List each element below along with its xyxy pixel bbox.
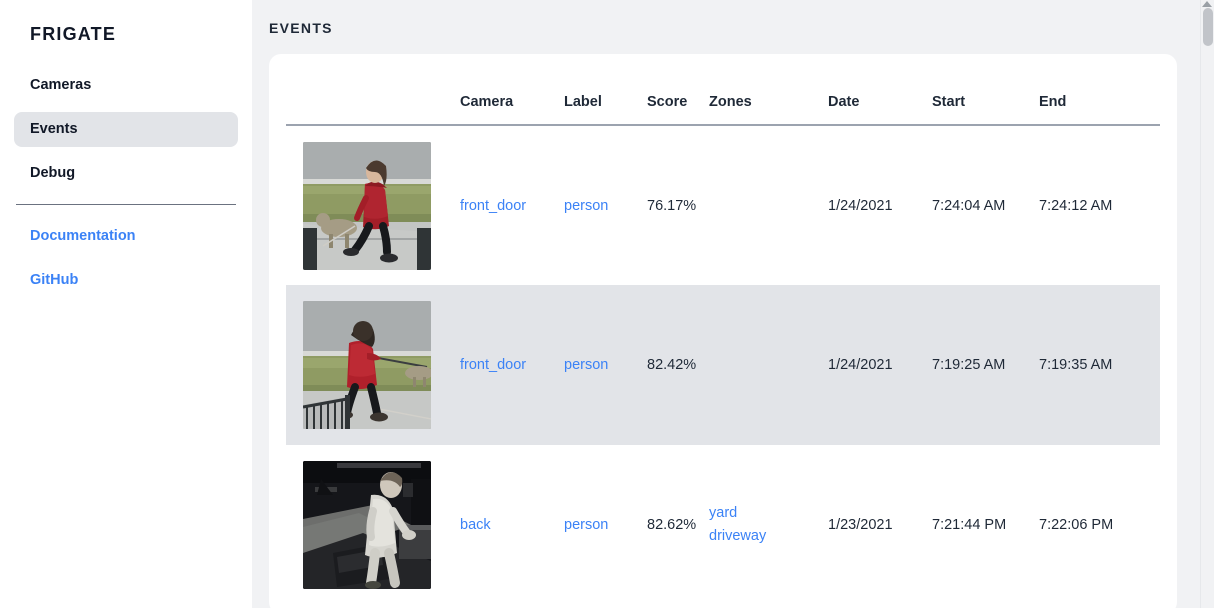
sidebar-link-documentation[interactable]: Documentation [30, 228, 136, 244]
sidebar-nav: Cameras Events Debug Documentation GitHu… [14, 68, 238, 295]
event-zones-cell: yard driveway [709, 445, 828, 605]
events-table-body: front_door person 76.17% 1/24/2021 7:24:… [286, 125, 1160, 605]
event-score-value: 82.62% [647, 517, 697, 533]
event-label-link[interactable]: person [564, 357, 609, 373]
events-card: Camera Label Score Zones Date Start End [269, 54, 1177, 608]
page-title: EVENTS [269, 20, 333, 36]
app-brand-title: FRIGATE [30, 24, 117, 44]
event-camera-cell[interactable]: front_door [460, 285, 564, 445]
column-header-label[interactable]: Label [564, 54, 647, 126]
event-thumbnail-nightvision-person[interactable] [303, 461, 431, 589]
sidebar-divider [16, 204, 236, 205]
main-content: EVENTS Camera Label Score Zones Date Sta… [252, 0, 1214, 608]
event-score-value: 76.17% [647, 197, 697, 214]
table-row[interactable]: back person 82.62% yard driveway 1/23/20… [286, 445, 1160, 605]
column-header-date[interactable]: Date [828, 54, 932, 126]
event-camera-cell[interactable]: back [460, 445, 564, 605]
event-thumbnail-cell[interactable] [286, 125, 460, 285]
column-header-score[interactable]: Score [647, 54, 709, 126]
sidebar-item-cameras[interactable]: Cameras [30, 77, 92, 93]
event-date-value: 1/24/2021 [828, 197, 893, 214]
event-camera-link[interactable]: front_door [460, 357, 527, 373]
column-header-thumbnail[interactable] [286, 54, 460, 126]
events-table-header-row: Camera Label Score Zones Date Start End [286, 54, 1160, 126]
event-start-value: 7:24:04 AM [932, 197, 1006, 214]
event-date-value: 1/23/2021 [828, 517, 893, 533]
table-row[interactable]: front_door person 82.42% 1/24/2021 7:19:… [286, 285, 1160, 445]
event-end-value: 7:24:12 AM [1039, 197, 1113, 214]
event-thumbnail-cell[interactable] [286, 285, 460, 445]
sidebar-item-debug[interactable]: Debug [30, 165, 76, 181]
event-end-value: 7:19:35 AM [1039, 285, 1160, 445]
events-table-head: Camera Label Score Zones Date Start End [286, 54, 1160, 126]
column-header-zones[interactable]: Zones [709, 54, 828, 126]
sidebar-item-events[interactable]: Events [14, 112, 238, 147]
scroll-up-arrow-icon[interactable] [1202, 1, 1212, 7]
event-zones-cell [709, 285, 828, 445]
sidebar: FRIGATE Cameras Events Debug Documentati… [0, 0, 252, 608]
event-end-value: 7:22:06 PM [1039, 517, 1114, 533]
event-thumbnail-daytime-dogwalker-2[interactable] [303, 301, 431, 429]
event-start-value: 7:21:44 PM [932, 517, 1007, 533]
event-zones-cell [709, 125, 828, 285]
event-score-value: 82.42% [647, 285, 709, 445]
event-zone-link-yard[interactable]: yard [709, 505, 738, 521]
event-label-cell[interactable]: person [564, 445, 647, 605]
event-thumbnail-daytime-dogwalker-1[interactable] [303, 141, 431, 270]
event-camera-link[interactable]: back [460, 517, 491, 533]
column-header-start[interactable]: Start [932, 54, 1039, 126]
event-zone-link-driveway[interactable]: driveway [709, 528, 767, 544]
event-label-cell[interactable]: person [564, 285, 647, 445]
page-scrollbar[interactable] [1200, 0, 1214, 608]
event-start-value: 7:19:25 AM [932, 285, 1039, 445]
table-row[interactable]: front_door person 76.17% 1/24/2021 7:24:… [286, 125, 1160, 285]
event-thumbnail-cell[interactable] [286, 445, 460, 605]
events-table: Camera Label Score Zones Date Start End [286, 54, 1160, 605]
column-header-end[interactable]: End [1039, 54, 1160, 126]
event-camera-link[interactable]: front_door [460, 197, 527, 214]
event-date-value: 1/24/2021 [828, 285, 932, 445]
scrollbar-thumb[interactable] [1203, 8, 1213, 46]
event-label-link[interactable]: person [564, 197, 609, 214]
sidebar-link-github[interactable]: GitHub [30, 272, 79, 288]
event-label-link[interactable]: person [564, 517, 609, 533]
column-header-camera[interactable]: Camera [460, 54, 564, 126]
event-camera-cell[interactable]: front_door [460, 125, 564, 285]
event-label-cell[interactable]: person [564, 125, 647, 285]
